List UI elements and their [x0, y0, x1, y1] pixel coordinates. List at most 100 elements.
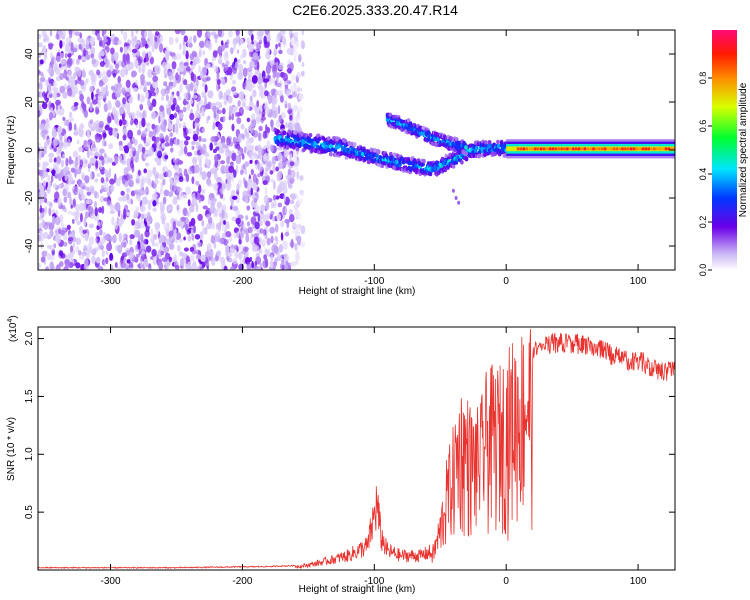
noise-speckle [255, 107, 260, 115]
noise-speckle [254, 221, 260, 230]
noise-speckle [91, 58, 96, 65]
noise-speckle [72, 150, 79, 158]
noise-speckle [296, 235, 302, 243]
noise-speckle [165, 52, 170, 61]
noise-speckle [296, 251, 300, 259]
noise-speckle [161, 257, 168, 262]
noise-speckle [270, 211, 275, 216]
noise-speckle [110, 33, 116, 39]
noise-speckle [134, 119, 139, 126]
noise-speckle [86, 96, 91, 105]
noise-speckle [235, 30, 240, 36]
tail-core-segment [589, 147, 592, 151]
noise-speckle [301, 62, 305, 67]
noise-speckle [63, 196, 68, 203]
noise-speckle [109, 252, 114, 261]
noise-speckle [70, 245, 73, 253]
noise-speckle [237, 133, 243, 143]
noise-speckle [75, 105, 78, 110]
noise-speckle [78, 202, 85, 212]
noise-speckle [185, 223, 189, 232]
noise-speckle [236, 117, 242, 125]
noise-speckle [245, 139, 252, 147]
noise-speckle [67, 53, 72, 58]
noise-speckle [60, 52, 65, 59]
noise-speckle [275, 91, 279, 96]
noise-speckle [293, 104, 298, 112]
noise-speckle [137, 195, 141, 202]
noise-speckle [186, 229, 191, 235]
snr-line [38, 329, 675, 570]
noise-speckle [254, 145, 259, 152]
noise-speckle [296, 170, 300, 180]
noise-speckle [260, 267, 263, 270]
noise-speckle [137, 129, 142, 136]
noise-speckle [189, 36, 193, 42]
noise-speckle [177, 95, 182, 101]
noise-speckle [250, 145, 255, 150]
noise-speckle [108, 127, 114, 136]
snr-frame [37, 326, 676, 571]
noise-speckle [68, 236, 74, 242]
main-branch-trace [377, 149, 381, 154]
noise-speckle [240, 233, 244, 238]
noise-speckle [170, 235, 173, 241]
noise-speckle [232, 258, 238, 265]
noise-speckle [131, 48, 138, 54]
noise-speckle [80, 38, 86, 49]
noise-speckle [99, 50, 105, 57]
colorbar: 0.0 0.2 0.4 0.6 0.8 Normalized spectral ampl… [698, 30, 749, 276]
noise-speckle [275, 43, 278, 50]
noise-speckle [91, 99, 98, 105]
noise-speckle [60, 58, 66, 65]
noise-speckle [264, 90, 269, 97]
noise-speckle [80, 122, 84, 133]
noise-speckle [98, 80, 104, 87]
main-branch-trace [327, 136, 331, 141]
noise-speckle [64, 47, 68, 53]
noise-speckle [254, 245, 260, 253]
noise-speckle [272, 73, 276, 79]
noise-speckle [211, 135, 217, 142]
noise-speckle [71, 104, 74, 111]
y-tick-label: -40 [24, 238, 35, 253]
noise-speckle [285, 121, 288, 129]
noise-speckle [49, 30, 53, 37]
noise-speckle [224, 44, 229, 49]
main-branch-trace [340, 150, 344, 156]
noise-speckle [291, 223, 298, 228]
colorbar-ticks: 0.0 0.2 0.4 0.6 0.8 [698, 72, 712, 276]
noise-speckle [57, 125, 63, 135]
noise-speckle [174, 264, 180, 270]
noise-speckle [55, 99, 61, 106]
noise-speckle [90, 71, 94, 78]
noise-speckle [273, 245, 279, 254]
noise-speckle [125, 79, 131, 89]
colorbar-label: Normalized spectral amplitude [738, 82, 749, 217]
noise-speckle [256, 61, 260, 71]
noise-speckle [150, 91, 156, 97]
noise-speckle [149, 56, 154, 65]
noise-speckle [83, 244, 88, 251]
noise-speckle [183, 247, 189, 252]
upper-branch-trace [464, 151, 468, 156]
noise-speckle [240, 123, 245, 130]
noise-speckle [189, 112, 195, 121]
noise-speckle [95, 256, 101, 264]
noise-speckle [185, 136, 191, 141]
noise-speckle [277, 89, 283, 96]
noise-speckle [213, 111, 217, 119]
noise-speckle [191, 250, 197, 255]
noise-speckle [99, 228, 103, 236]
upper-branch-trace [464, 145, 468, 150]
noise-speckle [161, 95, 165, 101]
noise-speckle [158, 236, 162, 244]
tail-core-segment [603, 147, 607, 151]
noise-speckle [220, 135, 226, 145]
noise-speckle [151, 98, 157, 108]
noise-speckle [233, 105, 239, 112]
upper-branch-trace [451, 141, 455, 146]
main-branch-trace [308, 133, 313, 138]
noise-speckle [43, 34, 49, 42]
noise-speckle [41, 102, 48, 110]
